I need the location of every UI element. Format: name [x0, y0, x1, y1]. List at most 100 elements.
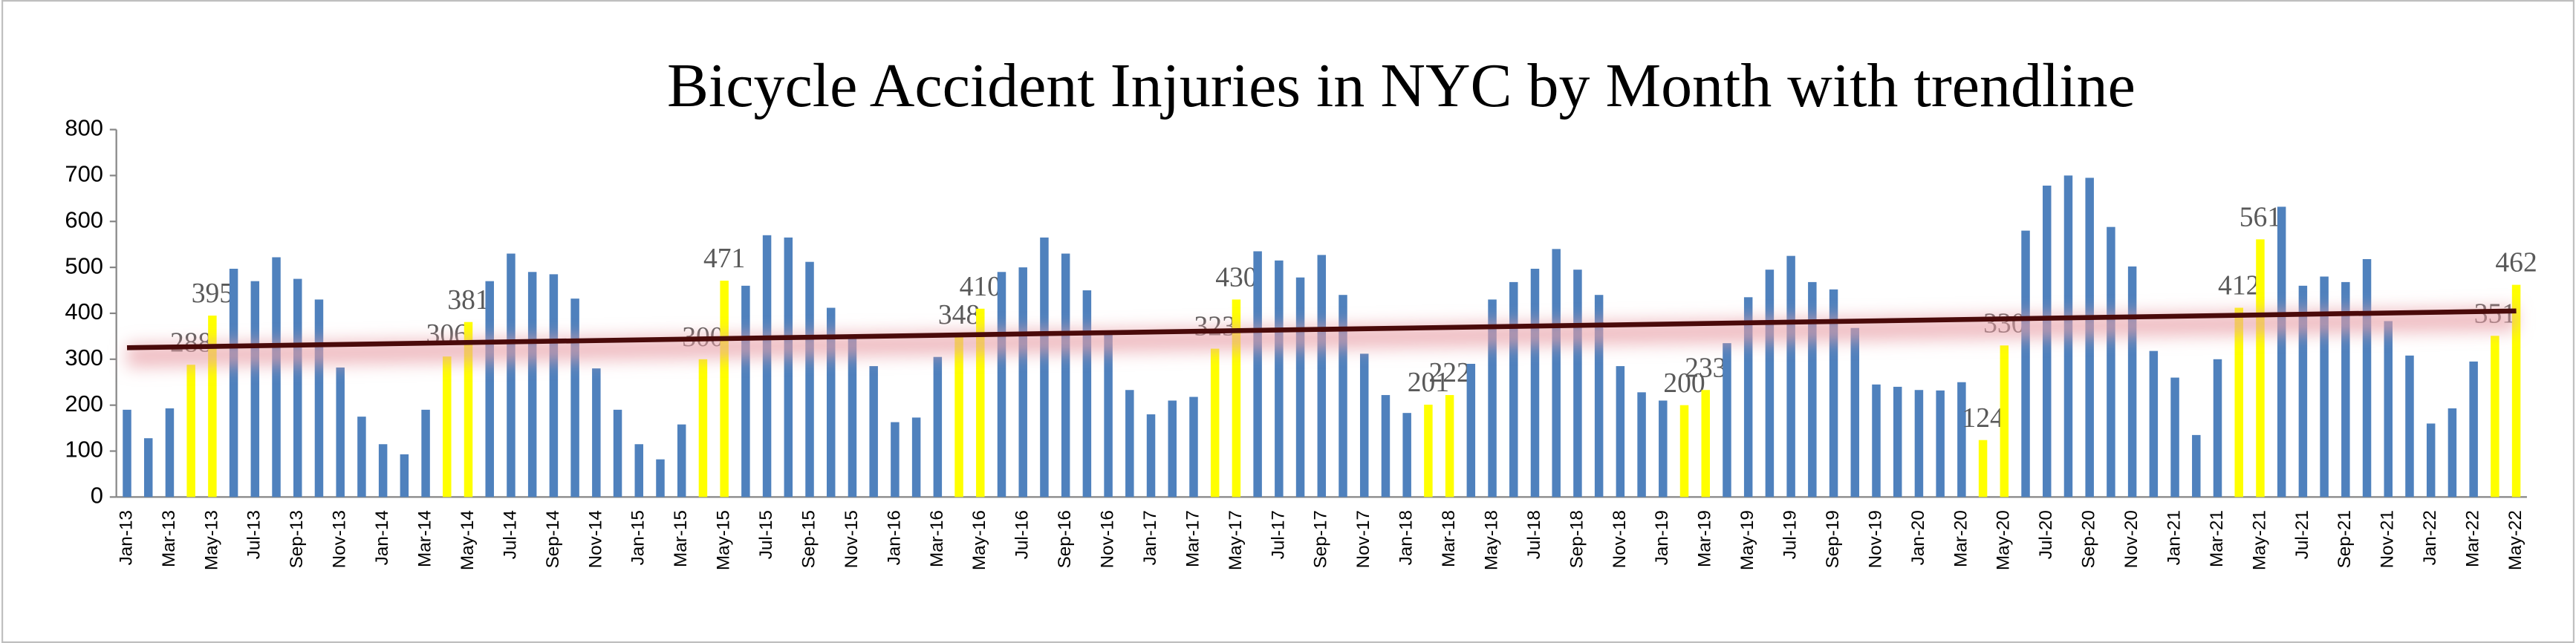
bar	[1295, 277, 1305, 497]
bar	[314, 299, 324, 497]
bar	[911, 417, 921, 497]
bar	[1893, 386, 1902, 497]
bar	[123, 409, 131, 497]
bar	[1701, 390, 1710, 497]
bar	[954, 337, 963, 497]
x-tick-label: Mar-20	[1951, 510, 1971, 567]
bar	[2469, 361, 2478, 497]
bar	[1082, 290, 1092, 497]
x-tick-label: Mar-18	[1439, 510, 1459, 567]
bar	[1786, 255, 1795, 497]
bar	[1659, 400, 1668, 497]
bar	[1104, 333, 1113, 497]
x-tick-label: Sep-13	[287, 510, 307, 568]
bar	[1936, 390, 1945, 497]
bar	[1466, 363, 1476, 497]
x-tick-label: Mar-13	[159, 510, 179, 567]
x-tick-label: Nov-20	[2121, 510, 2141, 568]
bar	[229, 268, 238, 497]
x-tick-label: Mar-17	[1183, 510, 1203, 567]
bar	[570, 298, 579, 497]
bar	[357, 417, 366, 497]
data-label: 348	[938, 300, 980, 330]
x-tick-label: Jul-21	[2292, 510, 2312, 559]
x-tick-label: Sep-15	[799, 510, 819, 568]
x-tick-label: Jan-21	[2164, 510, 2184, 565]
bar	[1189, 396, 1198, 497]
bar	[1146, 414, 1156, 497]
bar	[1402, 413, 1411, 497]
x-tick-label: Jan-19	[1652, 510, 1672, 565]
bar	[613, 409, 622, 497]
bar	[1765, 270, 1775, 497]
x-tick-label: Jul-20	[2036, 510, 2056, 559]
data-label: 412	[2218, 271, 2260, 301]
bar	[2277, 206, 2286, 497]
data-label: 430	[1215, 263, 1257, 293]
bar	[2127, 266, 2137, 497]
x-tick-label: May-13	[201, 510, 221, 570]
bar	[2256, 239, 2265, 497]
bar	[1488, 299, 1497, 497]
bar	[1808, 281, 1817, 497]
bar	[826, 307, 836, 497]
x-tick-label: Jul-15	[756, 510, 776, 559]
x-tick-label: Sep-20	[2079, 510, 2099, 568]
bar	[2021, 230, 2030, 497]
x-tick-label: Mar-22	[2463, 510, 2483, 567]
x-tick-label: Nov-18	[1610, 510, 1630, 568]
y-tick-label: 600	[65, 206, 103, 232]
bar	[208, 316, 217, 497]
bar	[698, 359, 708, 497]
x-tick-label: Mar-15	[671, 510, 691, 567]
y-tick-label: 100	[65, 437, 103, 463]
bar	[2298, 285, 2308, 497]
bar	[1573, 270, 1582, 497]
bar	[186, 365, 195, 497]
bar	[1552, 249, 1561, 497]
bar	[1317, 255, 1327, 497]
bar	[2341, 281, 2350, 497]
y-tick-label: 300	[65, 345, 103, 371]
x-tick-label: Nov-16	[1098, 510, 1118, 568]
y-tick-label: 0	[91, 483, 103, 509]
y-tick-label: 200	[65, 391, 103, 417]
bar	[933, 356, 943, 497]
bar	[549, 274, 559, 497]
x-tick-label: Mar-14	[414, 510, 435, 567]
x-tick-label: Nov-13	[330, 510, 350, 568]
bar	[592, 368, 601, 497]
data-label: 462	[2495, 248, 2537, 278]
data-label: 410	[960, 272, 1001, 302]
x-tick-label: Jul-16	[1012, 510, 1032, 559]
bar	[143, 438, 153, 497]
bar	[2107, 226, 2115, 497]
bar	[1957, 382, 1966, 497]
bar	[2085, 177, 2094, 497]
bar	[869, 366, 878, 497]
x-tick-label: Mar-16	[927, 510, 947, 567]
x-tick-label: May-21	[2249, 510, 2269, 570]
y-tick-label: 400	[65, 298, 103, 324]
bar	[336, 367, 345, 497]
bar	[378, 444, 388, 497]
bar	[527, 272, 537, 497]
bar	[293, 278, 302, 497]
bar	[165, 408, 175, 497]
bar	[1253, 251, 1262, 497]
x-tick-label: May-14	[458, 510, 478, 570]
bar	[848, 338, 857, 497]
bar	[1743, 297, 1753, 497]
bar	[2405, 355, 2414, 497]
x-tick-label: Sep-17	[1311, 510, 1331, 568]
bar	[1040, 237, 1049, 497]
x-tick-label: Jan-15	[628, 510, 648, 565]
bar	[720, 281, 729, 497]
bar	[2149, 350, 2159, 497]
x-tick-label: Sep-16	[1055, 510, 1075, 568]
data-label: 233	[1685, 353, 1726, 383]
trendline-glow	[126, 307, 2517, 368]
bar	[1616, 366, 1625, 497]
bar	[1509, 281, 1518, 497]
